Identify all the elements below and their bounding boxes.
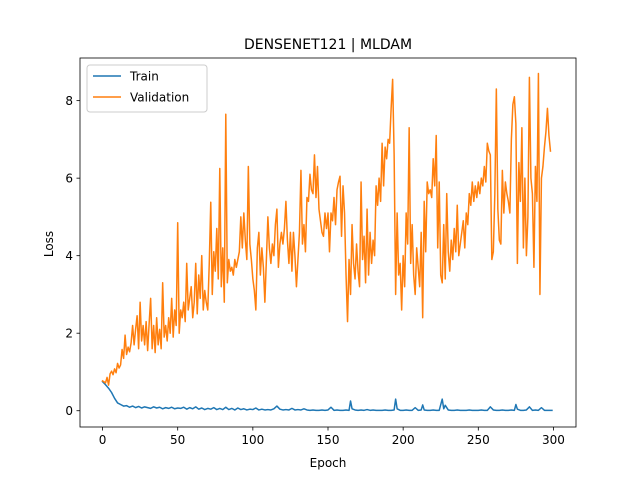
legend-label-validation: Validation: [130, 91, 189, 105]
x-tick-label: 50: [170, 433, 185, 447]
legend-label-train: Train: [129, 70, 159, 84]
legend: Train Validation: [86, 64, 208, 113]
series-line-train: [101, 380, 553, 412]
y-tick-label: 0: [65, 404, 73, 418]
x-tick-label: 150: [317, 433, 340, 447]
y-tick-label: 2: [65, 327, 73, 341]
y-axis: 0 2 4 6 8: [65, 94, 80, 418]
x-axis: 0 50 100 150 200 250 300: [99, 427, 565, 447]
x-tick-label: 300: [542, 433, 565, 447]
x-tick-label: 100: [241, 433, 264, 447]
y-axis-label: Loss: [42, 231, 56, 257]
x-axis-label: Epoch: [310, 456, 347, 470]
y-tick-label: 4: [65, 249, 73, 263]
y-tick-label: 8: [65, 94, 73, 108]
series-line-validation: [101, 72, 552, 386]
x-tick-label: 200: [392, 433, 415, 447]
x-tick-label: 0: [99, 433, 107, 447]
x-tick-label: 250: [467, 433, 490, 447]
chart-title: DENSENET121 | MLDAM: [244, 37, 412, 53]
y-tick-label: 6: [65, 172, 73, 186]
